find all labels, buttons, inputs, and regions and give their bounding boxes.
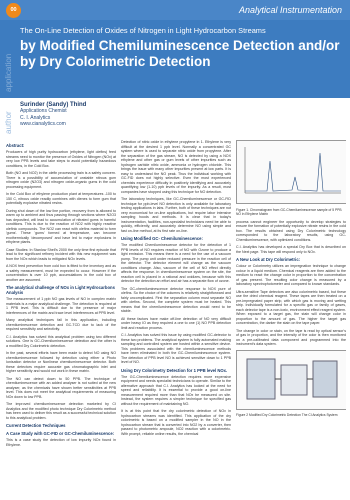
paragraph: process cannot engineer the opportunity … bbox=[236, 219, 346, 242]
section-heading: Current Detection Techniques bbox=[6, 423, 66, 428]
author-company: C. I. Analytics bbox=[20, 114, 51, 121]
figure-caption: Figure 1. Chromatogram from GC-Chemilumi… bbox=[236, 207, 342, 216]
paragraph: The GC-chemiluminescence detector respon… bbox=[121, 286, 231, 314]
paragraph: In the past, several efforts have been m… bbox=[6, 351, 116, 373]
paragraph: The GC-Chemiluminescence detection requi… bbox=[121, 374, 231, 406]
column: Detection of nitric oxide in ethylene pr… bbox=[121, 140, 231, 495]
section-heading: Using Dry Colorimetry Detection for 1 PP… bbox=[121, 367, 228, 373]
column: Figure 1. Chromatogram from GC-Chemilumi… bbox=[236, 140, 346, 495]
paragraph: The laboratory techniques, like GC-Chemi… bbox=[121, 197, 231, 233]
paragraph: It is at this point that the dry colorim… bbox=[121, 409, 231, 436]
main-title: by Modified Chemiluminescence Detection … bbox=[20, 38, 340, 69]
paragraph: The NO can detect down to 50 PPB. The te… bbox=[6, 376, 116, 399]
paragraph: C.I. Analytics has solved this issue by … bbox=[121, 333, 231, 364]
author-website: www.cianalytics.com bbox=[20, 121, 66, 128]
paragraph: The measurement of 1 ppb NO gas levels o… bbox=[6, 297, 116, 315]
paragraph: All these factors have make off-line det… bbox=[121, 316, 231, 330]
paragraph: The modified Chemiluminescence detector … bbox=[121, 243, 231, 283]
paragraph: The improved chemiluminescence detection… bbox=[6, 402, 116, 420]
paragraph: Case Studies: In Stanlow Shell's 2000 th… bbox=[6, 247, 116, 261]
paragraph: In the Cold Box of ethylene production p… bbox=[6, 192, 116, 205]
paragraph: C.I. Analytics has developed a special D… bbox=[236, 245, 346, 254]
title-box: application The On-Line Detection of Oxi… bbox=[0, 20, 350, 98]
author-name: Surinder (Sandy) Thind bbox=[20, 102, 87, 108]
author-box: author Surinder (Sandy) Thind Applicatio… bbox=[0, 98, 350, 140]
section-title: Analytical Instrumentation bbox=[238, 5, 342, 15]
paragraph: Colour or Colorimetry utilizes an impreg… bbox=[236, 264, 346, 286]
paragraph: Producers of high purity hydrocarbon (et… bbox=[6, 150, 116, 168]
section-heading: The analytical challenge of NOx in Light… bbox=[6, 285, 115, 295]
column: Abstract: Producers of high purity hydroc… bbox=[6, 140, 116, 495]
paragraph: C.I. Analytics has solved this analytica… bbox=[6, 334, 116, 348]
paragraph: Both (NO and NO2) in the olefin processi… bbox=[6, 171, 116, 189]
author-info: Surinder (Sandy) Thind Applications Chem… bbox=[20, 102, 86, 128]
paragraph: This is a case study the detection of lo… bbox=[6, 438, 116, 447]
section-heading: A Case Study with GC-FID or GC-Chemilumi… bbox=[6, 431, 115, 436]
figure-image bbox=[236, 140, 346, 204]
figure-caption: Figure 2 Modified Dry Colorimetric Detec… bbox=[236, 413, 338, 417]
header-bar: 00 Analytical Instrumentation bbox=[0, 0, 350, 20]
section-heading: A New Look at Dry Colorimetric: bbox=[236, 257, 301, 262]
paragraph: Ultra-sensitive Tape detectors are also … bbox=[236, 289, 346, 326]
paragraph: A NOX feed prevention from cold box is f… bbox=[6, 264, 116, 282]
side-label: application bbox=[4, 53, 13, 92]
paragraph: Detection of nitric oxide in ethylene pr… bbox=[121, 140, 231, 194]
figure-image bbox=[236, 349, 346, 410]
page-number: 00 bbox=[6, 3, 21, 18]
section-heading: Using Modified GC- Chemiluminescence: bbox=[121, 236, 203, 241]
section-heading: Abstract: bbox=[6, 143, 25, 148]
subtitle: The On-Line Detection of Oxides of Nitro… bbox=[20, 26, 266, 35]
paragraph: During shut down of the low line portion… bbox=[6, 208, 116, 245]
side-label: author bbox=[4, 111, 13, 134]
author-role: Applications Chemist bbox=[20, 108, 67, 115]
paragraph: The change in color or stain, on the tap… bbox=[236, 328, 346, 347]
paragraph: Many analytical techniques fail in this … bbox=[6, 318, 116, 331]
